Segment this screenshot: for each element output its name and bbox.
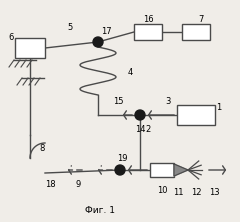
Text: 15: 15: [113, 97, 123, 105]
Bar: [134, 24, 162, 40]
Text: 11: 11: [173, 188, 183, 196]
Text: 9: 9: [75, 180, 81, 188]
Text: 5: 5: [67, 24, 73, 32]
Text: 6: 6: [8, 34, 14, 42]
Text: 3: 3: [165, 97, 171, 105]
Circle shape: [115, 165, 125, 175]
Text: 1: 1: [216, 103, 222, 111]
Text: 16: 16: [143, 14, 153, 24]
Bar: [182, 24, 210, 40]
Text: 2: 2: [145, 125, 151, 133]
Text: Фиг. 1: Фиг. 1: [85, 206, 115, 214]
Text: 10: 10: [157, 186, 167, 194]
Text: 19: 19: [117, 153, 127, 163]
Bar: [150, 163, 174, 177]
Text: 4: 4: [127, 67, 133, 77]
Text: 13: 13: [209, 188, 219, 196]
Circle shape: [135, 110, 145, 120]
Text: 7: 7: [198, 14, 204, 24]
Bar: [177, 105, 215, 125]
Circle shape: [93, 37, 103, 47]
Text: 17: 17: [101, 28, 111, 36]
Polygon shape: [174, 164, 188, 176]
Text: 12: 12: [191, 188, 201, 196]
Text: 8: 8: [39, 143, 45, 153]
Text: 18: 18: [45, 180, 55, 188]
Text: 14: 14: [135, 125, 145, 133]
Bar: [15, 38, 45, 58]
